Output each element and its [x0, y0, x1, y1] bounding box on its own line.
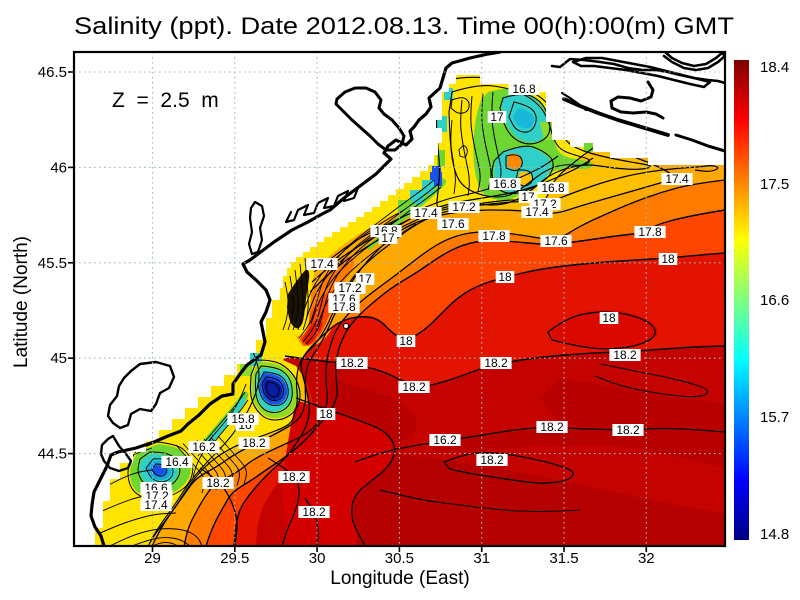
svg-text:18.2: 18.2: [613, 348, 637, 362]
svg-text:18: 18: [498, 270, 512, 284]
svg-text:45.5: 45.5: [38, 255, 67, 272]
svg-text:17.8: 17.8: [482, 229, 506, 243]
svg-text:15.8: 15.8: [231, 412, 255, 426]
svg-text:46: 46: [50, 159, 67, 176]
svg-text:30: 30: [309, 550, 326, 567]
svg-text:18: 18: [661, 252, 675, 266]
svg-text:16.8: 16.8: [512, 82, 536, 96]
svg-text:18.2: 18.2: [302, 505, 326, 519]
svg-text:32: 32: [638, 550, 655, 567]
svg-text:18: 18: [319, 407, 333, 421]
svg-text:17.4: 17.4: [414, 206, 438, 220]
svg-text:46.5: 46.5: [38, 64, 67, 81]
svg-text:16.8: 16.8: [493, 177, 517, 191]
svg-text:18.2: 18.2: [402, 380, 426, 394]
svg-text:17.5: 17.5: [760, 176, 789, 193]
svg-text:17.4: 17.4: [310, 257, 334, 271]
svg-text:17.2: 17.2: [338, 281, 362, 295]
svg-text:16.2: 16.2: [192, 440, 216, 454]
svg-text:15.7: 15.7: [760, 409, 789, 426]
svg-text:45: 45: [50, 350, 67, 367]
svg-text:16.2: 16.2: [433, 433, 457, 447]
svg-text:16.4: 16.4: [165, 455, 189, 469]
svg-text:18.2: 18.2: [616, 423, 640, 437]
svg-text:14.8: 14.8: [760, 526, 789, 543]
svg-text:18.2: 18.2: [242, 436, 266, 450]
svg-text:17.8: 17.8: [332, 300, 356, 314]
svg-text:17.4: 17.4: [665, 172, 689, 186]
svg-text:Longitude (East): Longitude (East): [330, 568, 469, 589]
svg-text:Z = 2.5 m: Z = 2.5 m: [112, 89, 219, 112]
svg-text:17.6: 17.6: [544, 234, 568, 248]
svg-text:18.2: 18.2: [484, 356, 508, 370]
svg-text:29.5: 29.5: [220, 550, 249, 567]
svg-text:17.4: 17.4: [525, 205, 549, 219]
svg-text:18.2: 18.2: [480, 453, 504, 467]
svg-text:18: 18: [602, 311, 616, 325]
svg-text:17.8: 17.8: [638, 225, 662, 239]
svg-text:18.2: 18.2: [540, 420, 564, 434]
svg-text:16.8: 16.8: [541, 181, 565, 195]
svg-text:17.2: 17.2: [452, 200, 476, 214]
svg-text:44.5: 44.5: [38, 446, 67, 463]
svg-text:18.2: 18.2: [206, 476, 230, 490]
svg-text:17: 17: [490, 110, 504, 124]
svg-text:18.4: 18.4: [760, 59, 789, 76]
svg-text:Latitude (North): Latitude (North): [11, 236, 32, 368]
svg-text:30.5: 30.5: [385, 550, 414, 567]
svg-text:18: 18: [399, 334, 413, 348]
svg-text:17.6: 17.6: [441, 217, 465, 231]
svg-text:18.2: 18.2: [282, 470, 306, 484]
svg-text:18.2: 18.2: [340, 356, 364, 370]
svg-text:16.6: 16.6: [760, 292, 789, 309]
svg-text:31.5: 31.5: [549, 550, 578, 567]
svg-text:Salinity (ppt). Date 2012.08.1: Salinity (ppt). Date 2012.08.13. Time 00…: [74, 13, 734, 40]
svg-text:17.4: 17.4: [144, 498, 168, 512]
svg-text:31: 31: [473, 550, 490, 567]
svg-text:29: 29: [144, 550, 161, 567]
svg-text:17: 17: [381, 231, 395, 245]
